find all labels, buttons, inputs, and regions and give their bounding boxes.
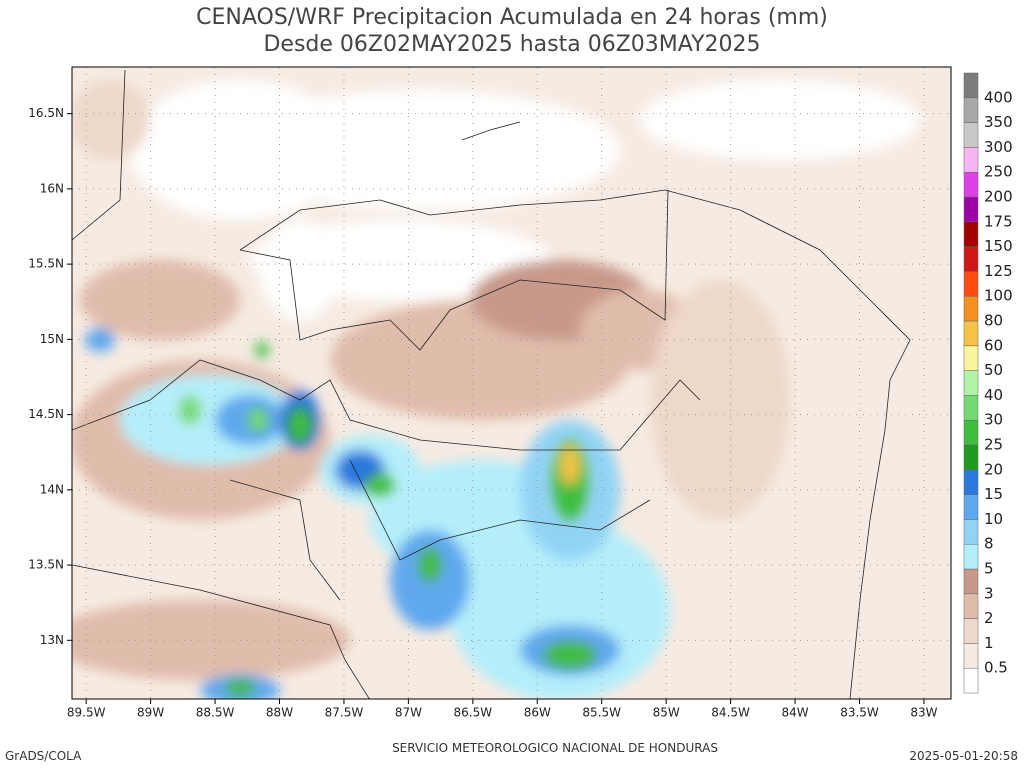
colorbar-box — [963, 593, 979, 619]
colorbar-box — [963, 221, 979, 247]
y-tick-label: 16N — [40, 181, 64, 195]
footer-left: GrADS/COLA — [5, 749, 82, 763]
colorbar-label: 5 — [984, 560, 994, 578]
colorbar-label: 15 — [984, 485, 1003, 503]
x-tick-label: 88W — [266, 706, 293, 720]
colorbar-box — [963, 667, 979, 694]
y-tick-label: 13.5N — [28, 558, 64, 572]
y-tick-label: 15.5N — [28, 257, 64, 271]
y-tick-label: 13N — [40, 633, 64, 647]
colorbar-box — [963, 345, 979, 371]
x-tick-label: 84.5W — [711, 706, 750, 720]
colorbar-label: 400 — [984, 88, 1013, 106]
colorbar-box — [963, 370, 979, 396]
colorbar-box — [963, 171, 979, 198]
colorbar-label: 0.5 — [984, 659, 1008, 677]
colorbar-box — [963, 246, 979, 272]
precip-field — [72, 67, 951, 699]
x-tick-label: 88.5W — [196, 706, 235, 720]
colorbar-label: 2 — [984, 609, 994, 627]
colorbar-box — [963, 271, 979, 297]
x-tick-label: 83W — [910, 706, 937, 720]
colorbar-box — [963, 196, 979, 223]
x-tick-label: 87.5W — [325, 706, 364, 720]
colorbar-box — [963, 469, 979, 495]
colorbar-box — [963, 494, 979, 520]
x-tick-label: 86.5W — [454, 706, 493, 720]
colorbar-label: 3 — [984, 584, 994, 602]
colorbar-label: 50 — [984, 361, 1003, 379]
graticule: 16.5N 16N 15.5N 15N 14.5N 14N 13.5N 13N 89.5W 89W… — [28, 67, 951, 720]
colorbar-box — [963, 72, 979, 99]
y-tick-label: 14N — [40, 482, 64, 496]
map-frame — [71, 66, 952, 700]
colorbar-label: 175 — [984, 212, 1013, 230]
colorbar-box — [963, 395, 979, 421]
colorbar-box — [963, 444, 979, 471]
colorbar-box — [963, 419, 979, 446]
title-line-2: Desde 06Z02MAY2025 hasta 06Z03MAY2025 — [263, 32, 760, 57]
footer-center: SERVICIO METEOROLOGICO NACIONAL DE HONDU… — [392, 741, 718, 755]
x-tick-label: 89.5W — [67, 706, 106, 720]
colorbar-label: 150 — [984, 237, 1013, 255]
x-tick-label: 85.5W — [582, 706, 621, 720]
x-tick-label: 89W — [137, 706, 164, 720]
colorbar-label: 80 — [984, 312, 1003, 330]
y-tick-label: 14.5N — [28, 407, 64, 421]
colorbar-box — [963, 618, 979, 644]
x-tick-label: 87W — [395, 706, 422, 720]
colorbar-label: 40 — [984, 386, 1003, 404]
y-tick-label: 15N — [40, 332, 64, 346]
colorbar-box — [963, 519, 979, 545]
colorbar-box — [963, 147, 979, 173]
colorbar-label: 10 — [984, 510, 1003, 528]
footer-right: 2025-05-01-20:58 — [909, 749, 1018, 763]
y-tick-label: 16.5N — [28, 106, 64, 120]
colorbar-label: 300 — [984, 138, 1013, 156]
x-tick-label: 83.5W — [840, 706, 879, 720]
colorbar-box — [963, 122, 979, 148]
colorbar-label: 30 — [984, 411, 1003, 429]
colorbar-box — [963, 97, 979, 123]
colorbar-label: 125 — [984, 262, 1013, 280]
x-tick-label: 86W — [524, 706, 551, 720]
colorbar-box — [963, 643, 979, 669]
colorbar: 0.5 1 2 3 5 8 10 15 20 25 30 40 50 60 80 100 125 150 175 20… — [963, 72, 1013, 694]
x-tick-label: 84W — [781, 706, 808, 720]
colorbar-label: 8 — [984, 535, 994, 553]
x-tick-label: 85W — [653, 706, 680, 720]
colorbar-box — [963, 295, 979, 322]
colorbar-label: 20 — [984, 460, 1003, 478]
colorbar-box — [963, 320, 979, 347]
colorbar-box — [963, 543, 979, 570]
colorbar-label: 100 — [984, 287, 1013, 305]
colorbar-label: 1 — [984, 634, 994, 652]
colorbar-box — [963, 568, 979, 595]
colorbar-label: 25 — [984, 436, 1003, 454]
colorbar-label: 200 — [984, 188, 1013, 206]
colorbar-label: 350 — [984, 113, 1013, 131]
colorbar-label: 60 — [984, 336, 1003, 354]
title-line-1: CENAOS/WRF Precipitacion Acumulada en 24… — [196, 5, 828, 30]
colorbar-label: 250 — [984, 163, 1013, 181]
